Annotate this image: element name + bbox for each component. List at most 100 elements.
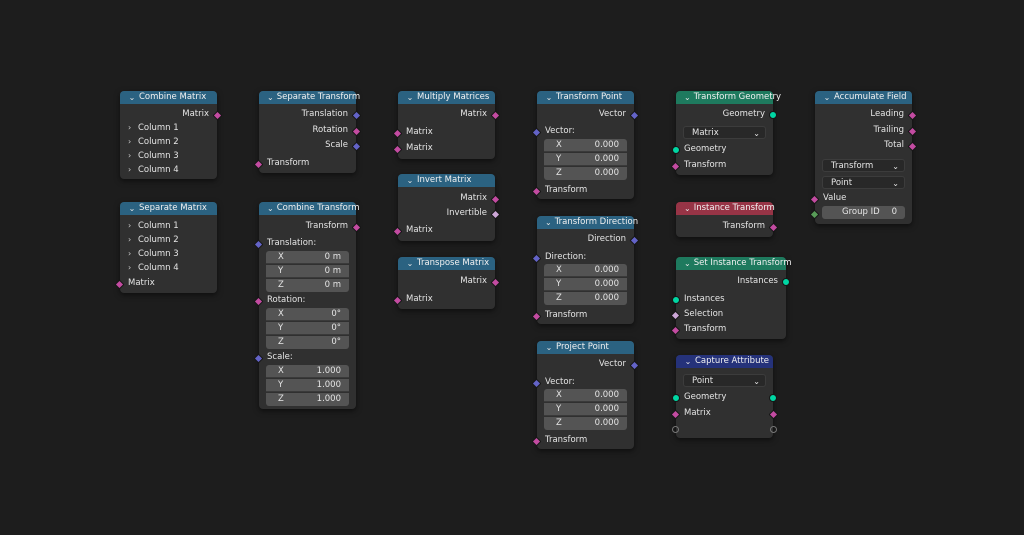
transform-point-node[interactable]: ⌄ Transform Point Vector Vector: X 0.000 Y… [531,91,640,199]
rotation-socket[interactable] [351,126,362,136]
domain-dropdown[interactable]: Point ⌄ [683,374,766,387]
geometry-socket[interactable] [769,111,777,119]
matrix-socket[interactable] [907,141,918,151]
integer-socket[interactable] [809,209,820,219]
geometry-socket[interactable] [782,278,790,286]
transform-geometry-node[interactable]: ⌄ Transform Geometry Geometry Matrix ⌄ Geo… [670,91,781,175]
combine-matrix-node[interactable]: ⌄ Combine Matrix Matrix › Column 1 › Column… [120,91,223,179]
boolean-socket[interactable] [670,310,681,320]
scale-y-field[interactable]: Y 1.000 [266,379,349,392]
chevron-down-icon[interactable]: ⌄ [406,259,414,268]
chevron-down-icon[interactable]: ⌄ [684,357,692,366]
column-4-row[interactable]: › Column 4 [120,261,217,275]
domain-dropdown[interactable]: Point ⌄ [822,176,905,189]
rotation-x-field[interactable]: X 0° [266,308,349,321]
node-header[interactable]: ⌄ Capture Attribute [676,355,773,368]
vector-x-field[interactable]: X 0.000 [544,389,627,402]
node-header[interactable]: ⌄ Transform Point [537,91,634,104]
matrix-socket[interactable] [670,409,681,419]
matrix-socket[interactable] [907,110,918,120]
column-3-row[interactable]: › Column 3 [120,149,217,163]
chevron-down-icon[interactable]: ⌄ [684,204,691,213]
combine-transform-node[interactable]: ⌄ Combine Transform Transform Translation… [253,202,362,409]
matrix-socket[interactable] [212,110,223,120]
chevron-right-icon[interactable]: › [128,263,132,272]
empty-socket[interactable] [770,426,777,433]
chevron-down-icon[interactable]: ⌄ [267,93,274,102]
transform-direction-node[interactable]: ⌄ Transform Direction Direction Direction… [531,216,640,324]
chevron-down-icon[interactable]: ⌄ [823,93,831,102]
node-header[interactable]: ⌄ Combine Transform [259,202,359,215]
vector-z-field[interactable]: Z 0.000 [544,417,627,430]
column-2-row[interactable]: › Column 2 [120,135,217,149]
multiply-matrices-node[interactable]: ⌄ Multiply Matrices Matrix Matrix Matrix [392,91,501,159]
column-4-row[interactable]: › Column 4 [120,163,217,177]
chevron-down-icon[interactable]: ⌄ [684,259,691,268]
chevron-right-icon[interactable]: › [128,151,132,160]
matrix-socket[interactable] [809,194,820,204]
matrix-socket[interactable] [490,110,501,120]
node-header[interactable]: ⌄ Combine Matrix [120,91,217,104]
matrix-socket[interactable] [531,311,542,321]
node-header[interactable]: ⌄ Transform Direction [537,216,638,229]
matrix-socket[interactable] [114,279,125,289]
vector-socket[interactable] [629,360,640,370]
matrix-socket[interactable] [490,277,501,287]
chevron-down-icon[interactable]: ⌄ [128,93,136,102]
mode-dropdown[interactable]: Matrix ⌄ [683,126,766,139]
chevron-right-icon[interactable]: › [128,165,132,174]
invert-matrix-node[interactable]: ⌄ Invert Matrix Matrix Invertible Matrix [392,174,501,241]
matrix-socket[interactable] [392,226,403,236]
instance-transform-node[interactable]: ⌄ Instance Transform Transform [676,202,779,237]
geometry-socket[interactable] [769,394,777,402]
node-header[interactable]: ⌄ Accumulate Field [815,91,912,104]
vector-socket[interactable] [531,127,542,137]
matrix-socket[interactable] [768,409,779,419]
matrix-socket[interactable] [670,161,681,171]
vector-socket[interactable] [253,239,264,249]
vector-socket[interactable] [351,141,362,151]
chevron-down-icon[interactable]: ⌄ [267,204,274,213]
chevron-down-icon[interactable]: ⌄ [128,204,136,213]
chevron-down-icon[interactable]: ⌄ [684,93,691,102]
separate-transform-node[interactable]: ⌄ Separate Transform Translation Rotation… [253,91,362,173]
column-1-row[interactable]: › Column 1 [120,121,217,135]
matrix-socket[interactable] [253,159,264,169]
node-header[interactable]: ⌄ Set Instance Transform [676,257,792,270]
node-header[interactable]: ⌄ Project Point [537,341,634,354]
vector-y-field[interactable]: Y 0.000 [544,153,627,166]
direction-z-field[interactable]: Z 0.000 [544,292,627,305]
separate-matrix-node[interactable]: ⌄ Separate Matrix › Column 1 › Column 2 › Co… [114,202,217,293]
matrix-socket[interactable] [531,436,542,446]
translation-y-field[interactable]: Y 0 m [266,265,349,278]
vector-socket[interactable] [629,235,640,245]
scale-z-field[interactable]: Z 1.000 [266,393,349,406]
matrix-socket[interactable] [392,295,403,305]
node-header[interactable]: ⌄ Multiply Matrices [398,91,495,104]
matrix-socket[interactable] [392,144,403,154]
node-header[interactable]: ⌄ Separate Matrix [120,202,217,215]
boolean-socket[interactable] [490,209,501,219]
vector-socket[interactable] [531,378,542,388]
chevron-right-icon[interactable]: › [128,249,132,258]
matrix-socket[interactable] [531,186,542,196]
vector-x-field[interactable]: X 0.000 [544,139,627,152]
geometry-socket[interactable] [672,146,680,154]
column-1-row[interactable]: › Column 1 [120,219,217,233]
accumulate-field-node[interactable]: ⌄ Accumulate Field Leading Trailing Total… [809,91,918,224]
direction-x-field[interactable]: X 0.000 [544,264,627,277]
matrix-socket[interactable] [351,222,362,232]
geometry-socket[interactable] [672,394,680,402]
node-header[interactable]: ⌄ Instance Transform [676,202,775,215]
matrix-socket[interactable] [768,222,779,232]
rotation-y-field[interactable]: Y 0° [266,322,349,335]
vector-socket[interactable] [531,253,542,263]
group-id-field[interactable]: Group ID 0 [809,206,905,219]
node-header[interactable]: ⌄ Transform Geometry [676,91,781,104]
vector-y-field[interactable]: Y 0.000 [544,403,627,416]
vector-socket[interactable] [253,353,264,363]
chevron-right-icon[interactable]: › [128,221,132,230]
chevron-down-icon[interactable]: ⌄ [406,93,414,102]
column-3-row[interactable]: › Column 3 [120,247,217,261]
chevron-down-icon[interactable]: ⌄ [545,343,553,352]
